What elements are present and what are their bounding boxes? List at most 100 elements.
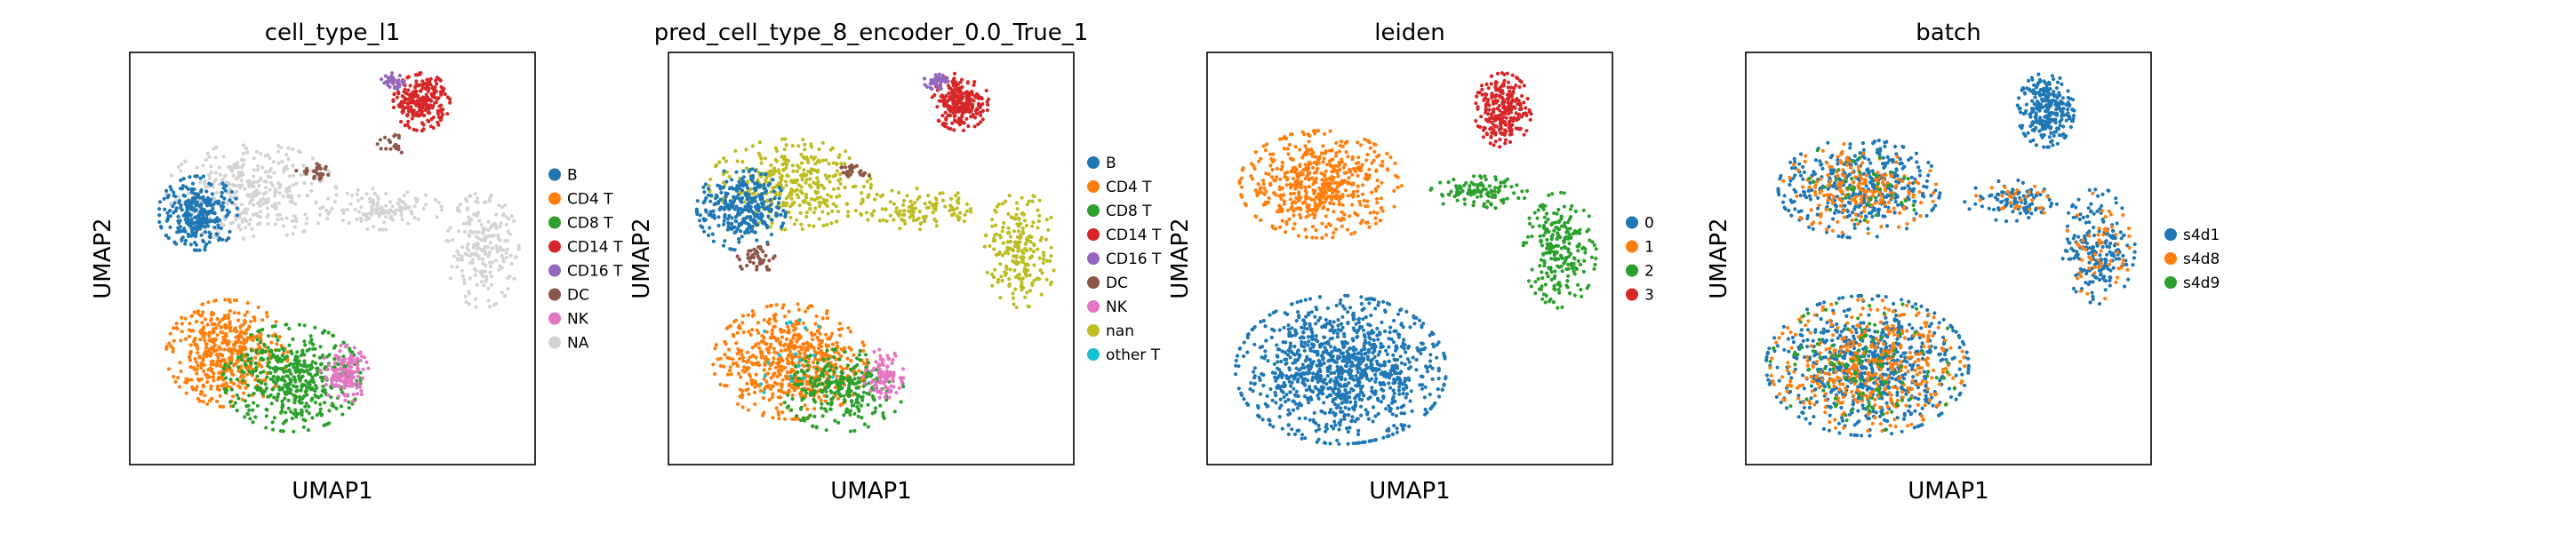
scatter-point [441,112,445,116]
scatter-point [157,213,162,218]
scatter-point [850,378,854,383]
scatter-point [900,381,904,386]
scatter-point [463,294,468,298]
scatter-point [1252,366,1257,370]
scatter-point [323,329,327,333]
scatter-point [1014,254,1019,259]
scatter-point [172,240,177,244]
scatter-point [1024,274,1028,278]
scatter-point [448,226,452,230]
scatter-point [352,353,356,357]
scatter-point [251,338,255,343]
scatter-point [1044,218,1049,222]
scatter-point [435,82,439,86]
scatter-point [201,327,205,331]
scatter-point [992,275,996,280]
scatter-point [830,146,836,150]
scatter-point [484,279,488,283]
scatter-point [294,219,299,224]
scatter-point [307,404,311,409]
scatter-point [289,362,293,366]
scatter-point [323,355,327,360]
scatter-point [795,218,799,222]
scatter-point [961,128,966,132]
scatter-point [229,189,234,195]
scatter-point [308,382,312,386]
scatter-point [236,165,241,170]
scatter-point [817,394,821,399]
scatter-point [228,299,232,304]
scatter-point [209,362,213,367]
scatter-point [403,206,407,211]
scatter-point [730,247,734,251]
scatter-point [708,226,712,230]
scatter-point [244,328,249,332]
scatter-point [487,305,492,309]
scatter-point [196,311,200,315]
scatter-point [264,170,268,174]
scatter-point [227,190,231,195]
scatter-point [826,211,830,216]
scatter-point [838,403,843,408]
scatter-point [234,298,239,303]
scatter-point [858,358,862,362]
scatter-point [874,380,878,385]
scatter-point [780,177,784,181]
legend-marker [548,336,561,349]
scatter-point [209,317,213,322]
scatter-point [276,149,281,154]
scatter-point [228,325,233,330]
scatter-point [845,356,850,361]
scatter-point [878,354,883,358]
scatter-point [401,109,405,114]
scatter-point [759,218,764,222]
scatter-point [756,216,761,220]
scatter-point [770,328,774,332]
scatter-point [516,243,521,248]
scatter-point [345,380,349,385]
scatter-point [282,170,286,174]
scatter-point [293,379,298,384]
scatter-point [1016,246,1020,251]
scatter-point [214,145,219,150]
scatter-point [819,349,823,354]
scatter-point [191,207,196,211]
scatter-point [863,353,868,357]
scatter-point [741,330,746,335]
scatter-point [759,171,764,177]
scatter-point [1028,256,1032,260]
scatter-point [932,206,936,211]
scatter-point [455,249,460,253]
scatter-point [721,243,726,248]
scatter-point [326,172,331,177]
scatter-point [231,404,236,409]
scatter-point [772,356,776,361]
scatter-point [930,203,934,207]
scatter-point [292,396,297,401]
scatter-point [252,315,257,320]
scatter-point [321,172,325,177]
scatter-point [244,219,249,224]
scatter-point [1049,215,1053,219]
legend-label: DC [567,287,589,305]
scatter-point [203,394,207,398]
scatter-point [1024,236,1029,241]
scatter-point [803,156,807,161]
scatter-point [326,330,331,335]
scatter-point [206,201,211,205]
scatter-point [436,108,440,113]
scatter-point [945,99,950,103]
scatter-point [868,177,873,181]
y-axis-label: UMAP2 [628,218,655,298]
scatter-point [1008,235,1012,239]
scatter-point [749,378,754,383]
scatter-point [944,93,948,99]
scatter-point [869,380,874,385]
scatter-point [805,347,810,352]
scatter-point [780,174,784,179]
scatter-point [740,314,746,318]
scatter-point [1041,257,1046,261]
scatter-point [827,356,831,361]
scatter-point [338,349,342,354]
scatter-point [784,143,788,147]
